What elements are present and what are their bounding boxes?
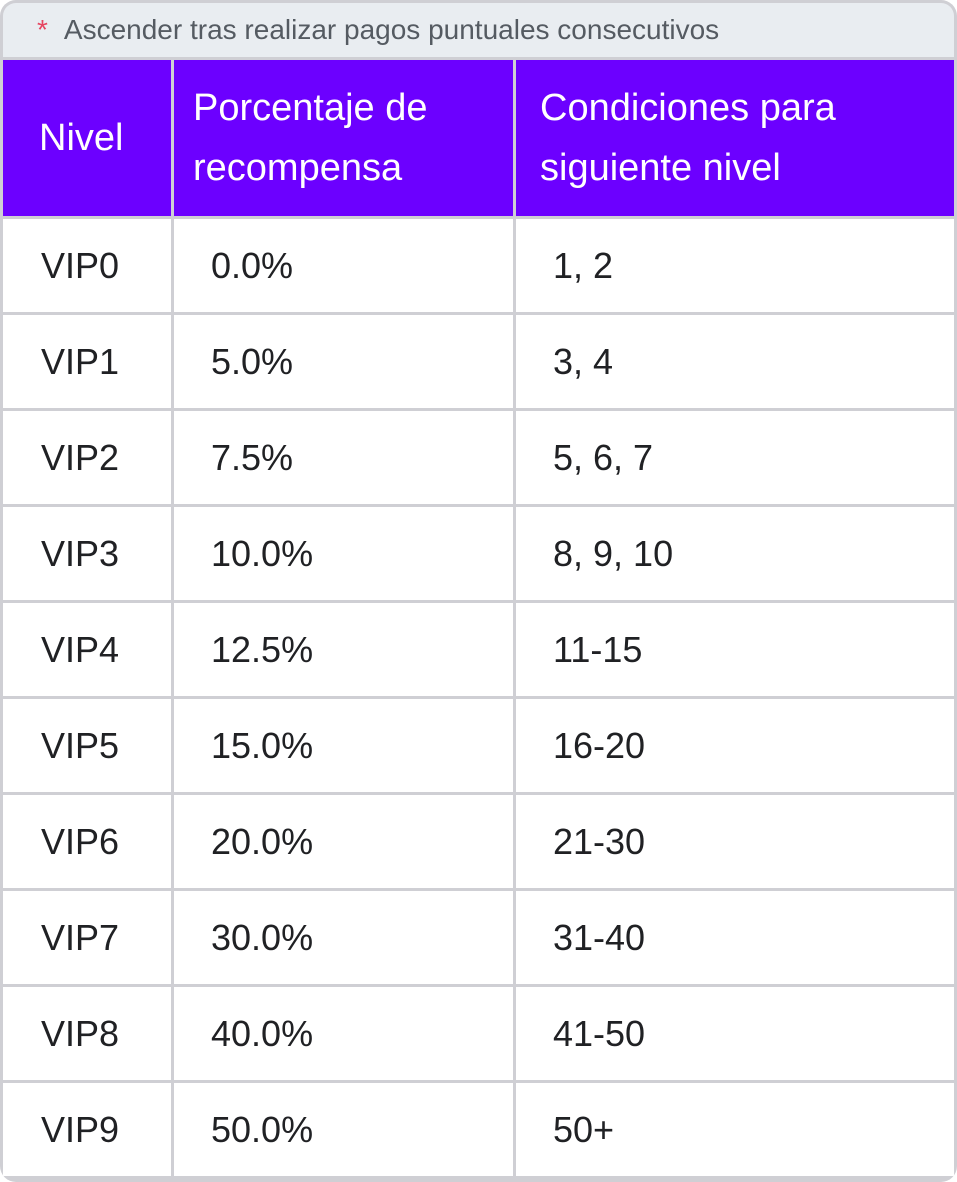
table-row: VIP7 30.0% 31-40 [3,891,954,987]
column-header-conditions-line1: Condiciones para [540,87,836,129]
reward-cell: 50.0% [174,1083,516,1176]
reward-cell: 7.5% [174,411,516,507]
conditions-cell: 11-15 [516,603,954,699]
level-cell: VIP4 [3,603,174,699]
reward-cell: 5.0% [174,315,516,411]
reward-cell: 12.5% [174,603,516,699]
conditions-cell: 8, 9, 10 [516,507,954,603]
conditions-cell: 1, 2 [516,219,954,315]
conditions-cell: 5, 6, 7 [516,411,954,507]
column-header-conditions: Condiciones para siguiente nivel [516,60,954,219]
level-cell: VIP1 [3,315,174,411]
reward-cell: 30.0% [174,891,516,987]
table-row: VIP9 50.0% 50+ [3,1083,954,1176]
conditions-cell: 41-50 [516,987,954,1083]
conditions-cell: 21-30 [516,795,954,891]
reward-cell: 15.0% [174,699,516,795]
reward-cell: 0.0% [174,219,516,315]
conditions-cell: 50+ [516,1083,954,1176]
upgrade-note: * Ascender tras realizar pagos puntuales… [3,3,954,57]
column-header-reward-line1: Porcentaje de [193,87,428,129]
table-header-row: Nivel Porcentaje de recompensa Condicion… [3,60,954,219]
level-cell: VIP3 [3,507,174,603]
table-row: VIP2 7.5% 5, 6, 7 [3,411,954,507]
level-cell: VIP6 [3,795,174,891]
conditions-cell: 3, 4 [516,315,954,411]
table-row: VIP4 12.5% 11-15 [3,603,954,699]
reward-cell: 40.0% [174,987,516,1083]
table-row: VIP5 15.0% 16-20 [3,699,954,795]
table-row: VIP8 40.0% 41-50 [3,987,954,1083]
column-header-conditions-line2: siguiente nivel [540,147,781,189]
column-header-level-label: Nivel [39,117,124,159]
level-cell: VIP5 [3,699,174,795]
column-header-reward: Porcentaje de recompensa [174,60,516,219]
conditions-cell: 31-40 [516,891,954,987]
asterisk-icon: * [37,14,48,45]
table-row: VIP0 0.0% 1, 2 [3,219,954,315]
level-cell: VIP8 [3,987,174,1083]
level-cell: VIP7 [3,891,174,987]
upgrade-note-text: Ascender tras realizar pagos puntuales c… [63,14,720,45]
level-cell: VIP2 [3,411,174,507]
level-cell: VIP9 [3,1083,174,1176]
column-header-reward-line2: recompensa [193,147,403,189]
level-cell: VIP0 [3,219,174,315]
reward-cell: 10.0% [174,507,516,603]
reward-cell: 20.0% [174,795,516,891]
column-header-level: Nivel [3,60,174,219]
conditions-cell: 16-20 [516,699,954,795]
table-row: VIP6 20.0% 21-30 [3,795,954,891]
vip-levels-table: Nivel Porcentaje de recompensa Condicion… [3,60,954,1176]
table-row: VIP3 10.0% 8, 9, 10 [3,507,954,603]
table-row: VIP1 5.0% 3, 4 [3,315,954,411]
